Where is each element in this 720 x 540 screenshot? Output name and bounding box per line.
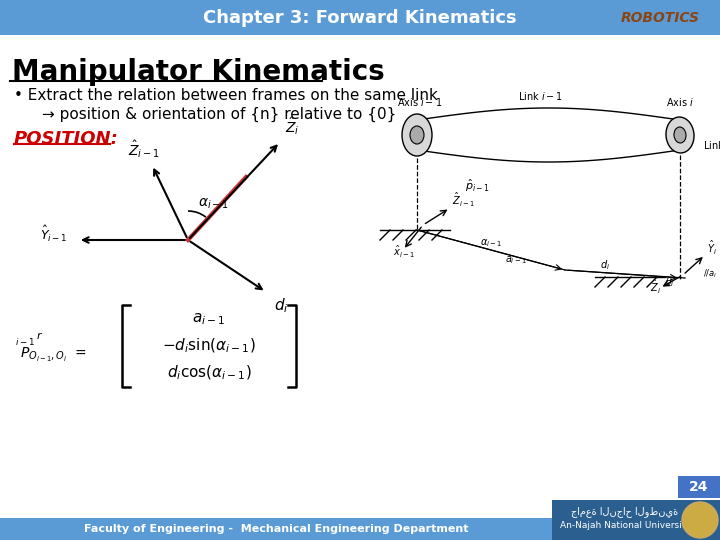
- Text: An-Najah National University: An-Najah National University: [559, 522, 690, 530]
- Ellipse shape: [410, 126, 424, 144]
- Text: $-d_i \sin(\alpha_{i-1})$: $-d_i \sin(\alpha_{i-1})$: [162, 337, 256, 355]
- Text: • Extract the relation between frames on the same link: • Extract the relation between frames on…: [14, 88, 438, 103]
- Text: Faculty of Engineering -  Mechanical Engineering Department: Faculty of Engineering - Mechanical Engi…: [84, 524, 468, 534]
- Text: r: r: [37, 331, 42, 341]
- Text: $a_{i-1}$: $a_{i-1}$: [192, 311, 225, 327]
- Bar: [0, 0, 720, 35]
- Text: $// a_i$: $// a_i$: [703, 268, 717, 280]
- Text: $d_i$: $d_i$: [274, 296, 289, 315]
- Text: Axis $i$: Axis $i$: [666, 96, 694, 108]
- Text: $\alpha_{i-1}$: $\alpha_{i-1}$: [480, 237, 503, 249]
- Ellipse shape: [402, 114, 432, 156]
- Text: Axis $i-1$: Axis $i-1$: [397, 96, 443, 108]
- Text: → position & orientation of {n} relative to {0}: → position & orientation of {n} relative…: [42, 107, 397, 122]
- Text: POSITION:: POSITION:: [14, 130, 119, 148]
- Text: $\hat{Z}_{i-1}$: $\hat{Z}_{i-1}$: [128, 138, 160, 160]
- Text: $d_i$: $d_i$: [600, 258, 610, 272]
- Text: $P_{O_{i-1},O_i}$  =: $P_{O_{i-1},O_i}$ =: [20, 346, 87, 364]
- Bar: [552, 500, 720, 540]
- Text: ROBOTICS: ROBOTICS: [621, 11, 700, 25]
- Text: جامعة النجاح الوطنية: جامعة النجاح الوطنية: [572, 507, 679, 517]
- Text: ${}^{i-1}$: ${}^{i-1}$: [15, 339, 35, 352]
- Circle shape: [682, 502, 718, 538]
- Ellipse shape: [674, 127, 686, 143]
- Text: Link $i-1$: Link $i-1$: [518, 90, 562, 102]
- Text: $\hat{x}_{i-1}$: $\hat{x}_{i-1}$: [393, 244, 415, 260]
- Bar: [0, 518, 552, 540]
- Text: $\hat{p}_{i-1}$: $\hat{p}_{i-1}$: [465, 178, 490, 194]
- Text: $\hat{Z}_{i-1}$: $\hat{Z}_{i-1}$: [452, 191, 475, 209]
- Text: $\theta_i$: $\theta_i$: [665, 275, 675, 289]
- Text: $a_{i-1}$: $a_{i-1}$: [505, 254, 527, 266]
- Ellipse shape: [666, 117, 694, 153]
- Text: $\hat{Y}_i$: $\hat{Y}_i$: [707, 239, 717, 257]
- Text: $\alpha_{i-1}$: $\alpha_{i-1}$: [198, 197, 229, 211]
- Text: $d_i \cos(\alpha_{i-1})$: $d_i \cos(\alpha_{i-1})$: [166, 364, 251, 382]
- Bar: [678, 476, 720, 498]
- Text: $\hat{Z}_i$: $\hat{Z}_i$: [650, 278, 661, 296]
- Text: Link $i$: Link $i$: [703, 139, 720, 151]
- Text: Chapter 3: Forward Kinematics: Chapter 3: Forward Kinematics: [203, 9, 517, 27]
- Text: $\hat{Y}_{i-1}$: $\hat{Y}_{i-1}$: [40, 224, 68, 244]
- Text: $\hat{Z}_i$: $\hat{Z}_i$: [285, 116, 300, 137]
- Text: Manipulator Kinematics: Manipulator Kinematics: [12, 58, 384, 86]
- Text: 24: 24: [689, 480, 708, 494]
